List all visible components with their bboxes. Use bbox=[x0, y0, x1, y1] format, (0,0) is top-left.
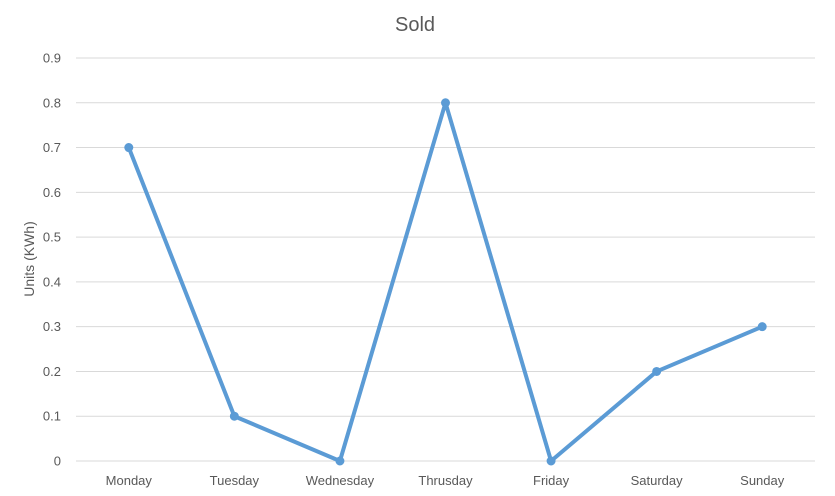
y-axis-label: Units (KWh) bbox=[21, 221, 37, 296]
x-tick-label: Monday bbox=[106, 473, 153, 488]
data-point bbox=[546, 456, 556, 466]
x-axis-tick-labels: Monday Tuesday Wednesday Thrusday Friday Satu… bbox=[106, 473, 785, 488]
y-axis-tick-labels: 0 0.1 0.2 0.3 0.4 0.5 0.6 0.7 0.8 0.9 bbox=[43, 51, 61, 469]
x-tick-label: Friday bbox=[533, 473, 570, 488]
series-layer bbox=[124, 98, 767, 466]
y-tick-label: 0.6 bbox=[43, 185, 61, 200]
data-point bbox=[652, 366, 662, 376]
x-tick-label: Wednesday bbox=[306, 473, 375, 488]
y-tick-label: 0.9 bbox=[43, 51, 61, 66]
x-tick-label: Tuesday bbox=[210, 473, 260, 488]
y-tick-label: 0.5 bbox=[43, 230, 61, 245]
y-tick-label: 0 bbox=[54, 454, 61, 469]
y-tick-label: 0.8 bbox=[43, 95, 61, 110]
y-tick-label: 0.4 bbox=[43, 274, 61, 289]
data-point bbox=[124, 143, 134, 153]
x-tick-label: Saturday bbox=[631, 473, 684, 488]
x-tick-label: Sunday bbox=[740, 473, 785, 488]
y-tick-label: 0.1 bbox=[43, 409, 61, 424]
data-point bbox=[441, 98, 450, 108]
data-point bbox=[335, 456, 345, 466]
gridlines bbox=[76, 57, 815, 462]
x-tick-label: Thrusday bbox=[418, 473, 473, 488]
y-tick-label: 0.3 bbox=[43, 319, 61, 334]
data-point bbox=[757, 322, 767, 332]
chart-title: Sold bbox=[395, 14, 435, 36]
data-point bbox=[229, 411, 239, 421]
y-tick-label: 0.2 bbox=[43, 364, 61, 379]
y-tick-label: 0.7 bbox=[43, 140, 61, 155]
